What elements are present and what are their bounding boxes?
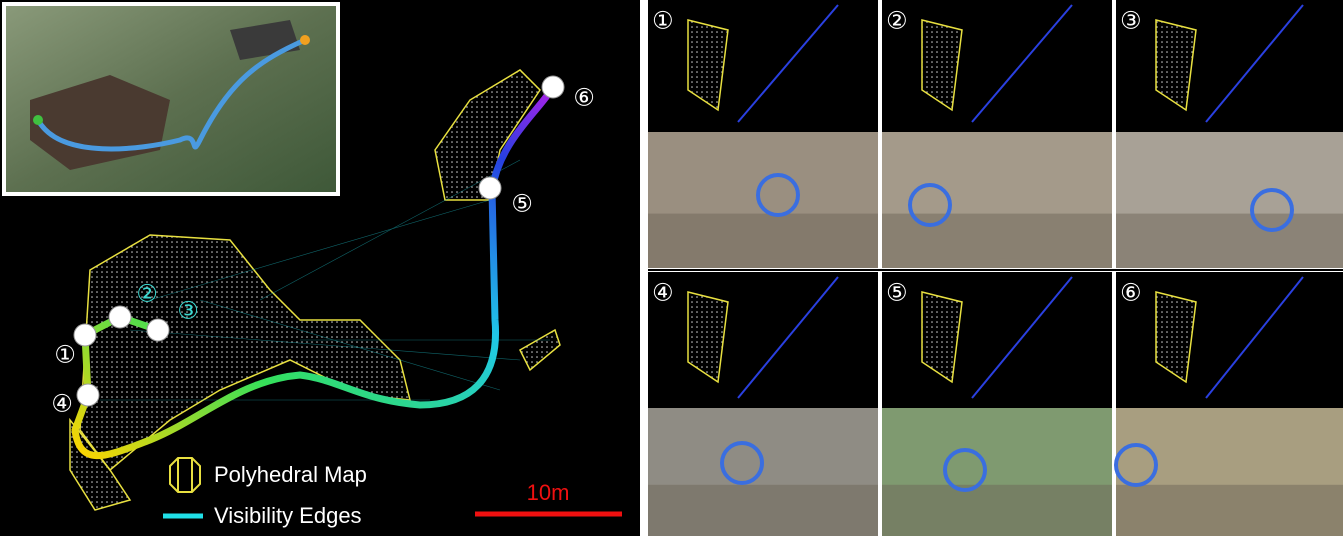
photo-shading [882,485,1112,536]
waypoint-label: ④ [51,390,73,417]
panel-label: ⑥ [1120,279,1142,306]
waypoint-label: ③ [177,297,199,324]
point-cloud-view [648,272,878,408]
panel-label: ① [652,7,674,34]
waypoint-label: ① [54,341,76,368]
scale-label: 10m [527,480,570,505]
point-cloud-view [648,0,878,132]
panel-label: ⑤ [886,279,908,306]
point-cloud-view [1116,272,1343,408]
photo-shading [1116,485,1343,536]
panel-label: ④ [652,279,674,306]
waypoint-label: ⑥ [573,84,595,111]
photo-shading [648,214,878,268]
legend-label: Visibility Edges [214,503,362,528]
photo-shading [648,485,878,536]
panel-grid: ① ② ③ ④ ⑤ ⑥ [648,0,1343,536]
point-cloud-view [882,0,1112,132]
aerial-inset [4,4,338,194]
figure: ① ② ③ ④ ⑤ ⑥ Polyhedral Map Visibility Ed… [0,0,1343,536]
waypoint-label: ⑤ [511,190,533,217]
panel-label: ③ [1120,7,1142,34]
photo-shading [1116,214,1343,268]
point-cloud-view [882,272,1112,408]
point-cloud-view [1116,0,1343,132]
legend-label: Polyhedral Map [214,462,367,487]
waypoint-label: ② [136,280,158,307]
panel-label: ② [886,7,908,34]
